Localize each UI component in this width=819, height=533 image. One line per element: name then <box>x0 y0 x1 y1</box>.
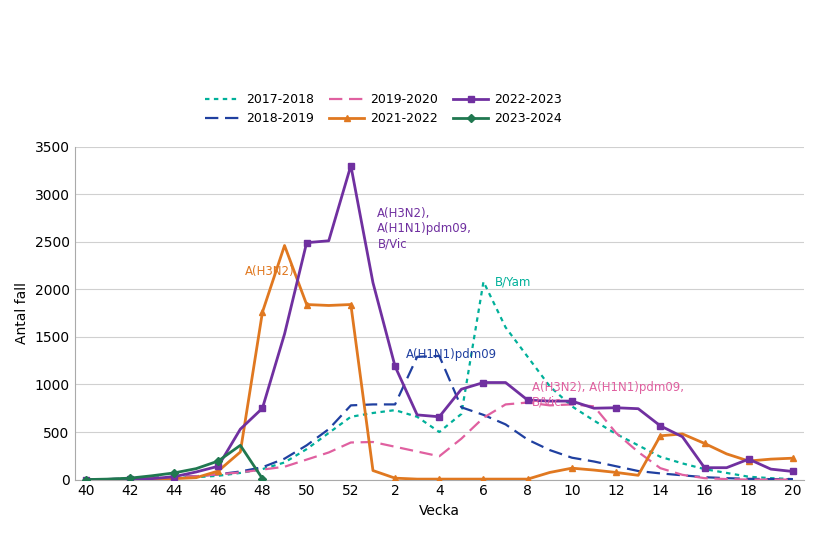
Text: A(H3N2),
A(H1N1)pdm09,
B/Vic: A(H3N2), A(H1N1)pdm09, B/Vic <box>378 207 473 251</box>
X-axis label: Vecka: Vecka <box>419 504 459 518</box>
Text: A(H3N2), A(H1N1)pdm09,
B/Vic: A(H3N2), A(H1N1)pdm09, B/Vic <box>532 381 684 409</box>
Y-axis label: Antal fall: Antal fall <box>15 282 29 344</box>
Legend: 2017-2018, 2018-2019, 2019-2020, 2021-2022, 2022-2023, 2023-2024: 2017-2018, 2018-2019, 2019-2020, 2021-20… <box>205 93 562 125</box>
Text: A(H1N1)pdm09: A(H1N1)pdm09 <box>406 348 497 361</box>
Text: A(H3N2): A(H3N2) <box>245 264 294 278</box>
Text: B/Yam: B/Yam <box>495 276 531 289</box>
